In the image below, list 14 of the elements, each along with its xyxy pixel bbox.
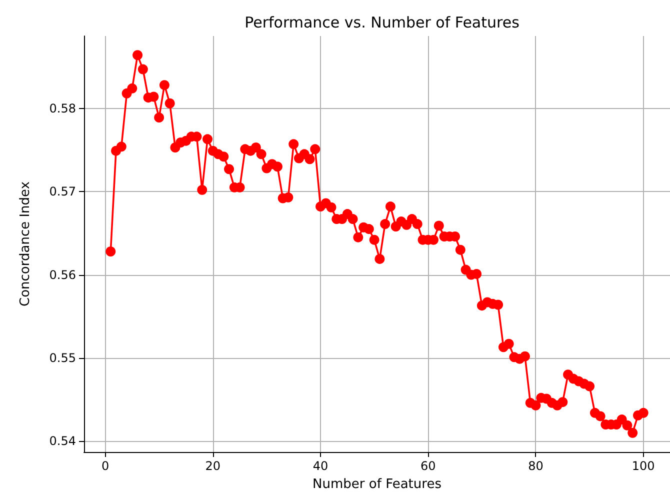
- y-tick-label: 0.57: [49, 184, 76, 199]
- y-tick-label: 0.55: [49, 350, 76, 365]
- x-axis-title: Number of Features: [312, 477, 442, 492]
- y-tick-label: 0.54: [49, 434, 76, 448]
- x-tick-label: 0: [101, 459, 110, 473]
- x-tick-label: 60: [420, 459, 436, 473]
- x-tick-label: 40: [312, 459, 328, 473]
- x-tick-label: 80: [528, 459, 544, 473]
- chart-title: Performance vs. Number of Features: [244, 14, 520, 32]
- x-tick-label: 20: [205, 459, 221, 473]
- y-tick-label: 0.58: [49, 101, 76, 116]
- y-tick-label: 0.56: [49, 268, 76, 282]
- y-axis-title: Concordance Index: [18, 181, 33, 307]
- x-tick-label: 100: [632, 459, 655, 473]
